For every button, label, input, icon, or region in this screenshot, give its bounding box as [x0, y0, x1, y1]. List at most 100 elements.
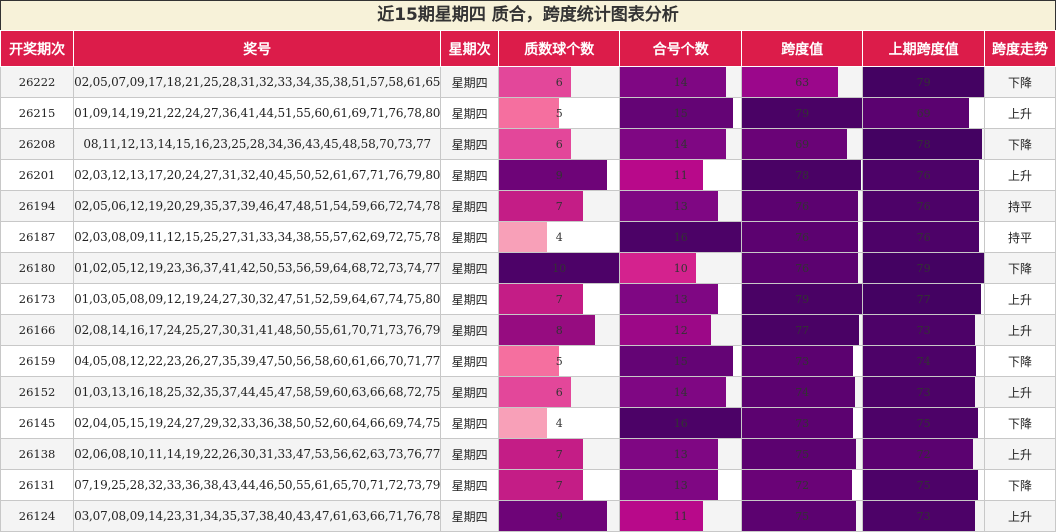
trend-cell: 上升: [983, 283, 1056, 315]
prev-span-value: 72: [916, 448, 931, 461]
trend-cell: 持平: [983, 190, 1056, 222]
prev-span-cell: 76: [862, 159, 985, 191]
span-cell: 73: [740, 407, 864, 439]
table-row: 26194 02,05,06,12,19,20,29,35,37,39,46,47…: [0, 190, 1056, 222]
composite-count-value: 10: [673, 262, 688, 275]
prime-count-cell: 4: [497, 407, 621, 439]
span-bar: [742, 98, 862, 128]
prime-count-cell: 6: [497, 128, 621, 160]
composite-count-value: 11: [673, 169, 688, 182]
prime-count-cell: 5: [497, 97, 621, 129]
composite-count-cell: 15: [619, 345, 742, 377]
trend-cell: 上升: [983, 97, 1056, 129]
issue-cell: 26222: [0, 66, 75, 98]
composite-count-bar: [620, 98, 734, 128]
composite-count-value: 11: [673, 510, 688, 523]
composite-count-bar: [620, 439, 719, 469]
composite-count-cell: 16: [619, 407, 742, 439]
prev-span-cell: 79: [862, 66, 985, 98]
trend-cell: 持平: [983, 221, 1056, 253]
composite-count-cell: 14: [619, 376, 742, 408]
span-cell: 72: [740, 469, 864, 501]
table-row: 26201 02,03,12,13,17,20,24,27,31,32,40,45…: [0, 159, 1056, 191]
prev-span-cell: 73: [862, 376, 985, 408]
span-value: 79: [795, 107, 810, 120]
numbers-cell: 01,02,05,12,19,23,36,37,41,42,50,53,56,5…: [73, 252, 442, 284]
span-value: 73: [795, 417, 810, 430]
prev-span-value: 77: [916, 293, 931, 306]
prev-span-bar: [863, 439, 974, 469]
composite-count-value: 16: [673, 417, 688, 430]
prev-span-value: 79: [916, 262, 931, 275]
issue-cell: 26159: [0, 345, 75, 377]
prime-count-bar: [499, 98, 560, 128]
span-bar: [742, 253, 858, 283]
prime-count-value: 5: [555, 355, 563, 368]
composite-count-cell: 10: [619, 252, 742, 284]
prime-count-cell: 7: [497, 283, 621, 315]
span-cell: 79: [740, 283, 864, 315]
issue-cell: 26208: [0, 128, 75, 160]
table-row: 26159 04,05,08,12,22,23,26,27,35,39,47,50…: [0, 345, 1056, 377]
span-value: 76: [795, 231, 810, 244]
weekday-cell: 星期四: [440, 190, 499, 222]
prime-count-bar: [499, 470, 584, 500]
prime-count-value: 7: [555, 293, 563, 306]
composite-count-cell: 13: [619, 469, 742, 501]
header-numbers: 奖号: [73, 30, 442, 67]
prev-span-bar: [863, 346, 977, 376]
header-prev-span: 上期跨度值: [862, 30, 985, 67]
prev-span-cell: 69: [862, 97, 985, 129]
numbers-cell: 02,05,07,09,17,18,21,25,28,31,32,33,34,3…: [73, 66, 442, 98]
composite-count-cell: 14: [619, 66, 742, 98]
trend-cell: 下降: [983, 66, 1056, 98]
weekday-cell: 星期四: [440, 252, 499, 284]
prev-span-cell: 76: [862, 221, 985, 253]
prime-count-value: 10: [552, 262, 567, 275]
prime-count-value: 9: [555, 169, 563, 182]
composite-count-cell: 13: [619, 283, 742, 315]
composite-count-bar: [620, 129, 726, 159]
composite-count-value: 15: [673, 355, 688, 368]
span-cell: 63: [740, 66, 864, 98]
prev-span-value: 76: [916, 200, 931, 213]
prime-count-cell: 6: [497, 376, 621, 408]
composite-count-bar: [620, 408, 741, 438]
composite-count-bar: [620, 346, 734, 376]
prev-span-cell: 75: [862, 407, 985, 439]
span-cell: 74: [740, 376, 864, 408]
span-cell: 75: [740, 438, 864, 470]
span-bar: [742, 191, 858, 221]
span-cell: 69: [740, 128, 864, 160]
span-value: 74: [795, 386, 810, 399]
issue-cell: 26131: [0, 469, 75, 501]
table-row: 26124 03,07,08,09,14,23,31,34,35,37,38,40…: [0, 500, 1056, 532]
prime-count-bar: [499, 160, 608, 190]
table-body: 26222 02,05,07,09,17,18,21,25,28,31,32,33…: [0, 66, 1056, 532]
span-value: 79: [795, 293, 810, 306]
issue-cell: 26138: [0, 438, 75, 470]
span-cell: 76: [740, 221, 864, 253]
weekday-cell: 星期四: [440, 159, 499, 191]
prev-span-cell: 77: [862, 283, 985, 315]
prev-span-bar: [863, 253, 984, 283]
numbers-cell: 01,03,05,08,09,12,19,24,27,30,32,47,51,5…: [73, 283, 442, 315]
span-bar: [742, 346, 854, 376]
trend-cell: 上升: [983, 438, 1056, 470]
composite-count-cell: 16: [619, 221, 742, 253]
issue-cell: 26166: [0, 314, 75, 346]
composite-count-bar: [620, 160, 704, 190]
prev-span-value: 73: [916, 510, 931, 523]
prime-count-bar: [499, 501, 608, 531]
prime-count-value: 7: [555, 200, 563, 213]
issue-cell: 26152: [0, 376, 75, 408]
trend-cell: 上升: [983, 159, 1056, 191]
composite-count-bar: [620, 284, 719, 314]
composite-count-cell: 13: [619, 190, 742, 222]
prime-count-cell: 7: [497, 438, 621, 470]
issue-cell: 26124: [0, 500, 75, 532]
composite-count-bar: [620, 501, 704, 531]
prime-count-bar: [499, 129, 572, 159]
prev-span-cell: 73: [862, 500, 985, 532]
prev-span-value: 69: [916, 107, 931, 120]
